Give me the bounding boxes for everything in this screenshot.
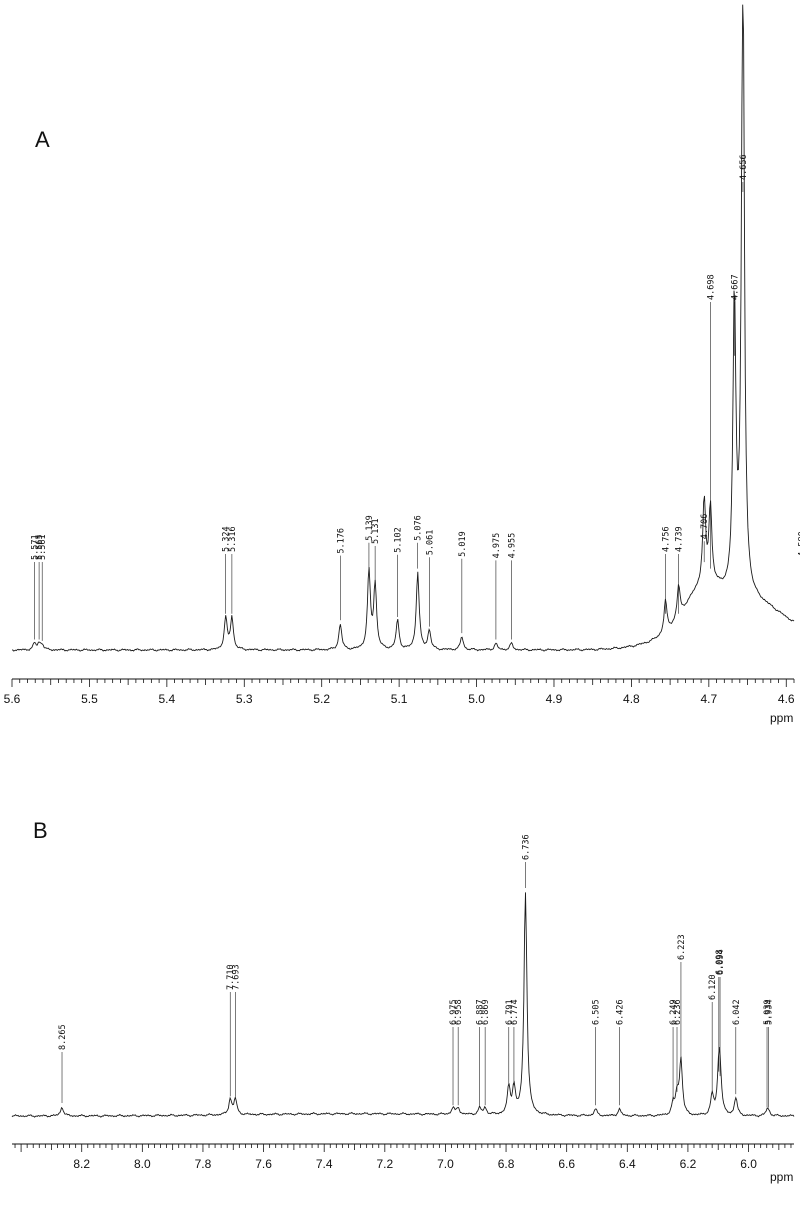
peak-label: 6.958 bbox=[454, 999, 464, 1025]
peak-label: 8.265 bbox=[58, 1024, 68, 1050]
peak-label: 6.098 bbox=[715, 949, 725, 975]
x-tick-label: 5.4 bbox=[159, 692, 176, 706]
peak-label: 4.955 bbox=[507, 533, 517, 559]
peak-label: 5.571 bbox=[30, 534, 40, 560]
peak-label: 5.076 bbox=[414, 515, 424, 541]
x-tick-label: 6.8 bbox=[498, 1157, 515, 1171]
peak-label: 5.139 bbox=[365, 515, 375, 541]
peak-label: 7.710 bbox=[226, 964, 236, 990]
x-ticks-a: 5.6 5.5 5.4 5.3 5.2 5.1 5.0 4.9 4.8 4.7 4.6 bbox=[4, 679, 795, 706]
panel-label-a: A bbox=[35, 127, 50, 152]
x-tick-label: 7.2 bbox=[376, 1157, 393, 1171]
peak-label: 4.756 bbox=[661, 526, 671, 552]
x-unit-label-a: ppm bbox=[770, 711, 793, 725]
peak-label: 6.426 bbox=[615, 999, 625, 1025]
x-tick-label: 7.6 bbox=[255, 1157, 272, 1171]
x-tick-label: 5.1 bbox=[391, 692, 408, 706]
peak-label: 4.698 bbox=[706, 274, 716, 300]
peak-label: 6.236 bbox=[673, 999, 683, 1025]
peak-label: 7.693 bbox=[231, 964, 241, 990]
peak-label: 6.120 bbox=[708, 974, 718, 1000]
peak-label: 6.774 bbox=[510, 999, 520, 1025]
x-tick-label: 7.8 bbox=[195, 1157, 212, 1171]
peak-label: 5.324 bbox=[222, 526, 232, 552]
x-tick-label: 6.2 bbox=[680, 1157, 697, 1171]
spectrum-trace-b bbox=[11, 892, 795, 1118]
peak-label: 5.176 bbox=[336, 528, 346, 554]
peak-label: 6.736 bbox=[521, 834, 531, 860]
x-tick-label: 6.0 bbox=[740, 1157, 757, 1171]
peak-label: 5.561 bbox=[38, 534, 48, 560]
x-tick-label: 5.3 bbox=[236, 692, 253, 706]
peak-label: 4.975 bbox=[492, 533, 502, 559]
peak-label: 6.505 bbox=[591, 999, 601, 1025]
peak-label: 6.094 bbox=[716, 949, 726, 975]
x-tick-label: 8.2 bbox=[73, 1157, 90, 1171]
peak-label: 5.131 bbox=[371, 518, 381, 544]
peak-label: 4.580 bbox=[798, 531, 800, 557]
x-unit-label-b: ppm bbox=[770, 1170, 793, 1184]
x-tick-label: 5.5 bbox=[81, 692, 98, 706]
x-tick-label: 5.0 bbox=[468, 692, 485, 706]
peak-label: 6.975 bbox=[449, 999, 459, 1025]
x-tick-label: 5.2 bbox=[313, 692, 330, 706]
peak-label: 6.887 bbox=[476, 999, 486, 1025]
peak-label: 5.316 bbox=[228, 526, 238, 552]
peak-label: 6.791 bbox=[505, 999, 515, 1025]
x-tick-label: 7.0 bbox=[437, 1157, 454, 1171]
peak-label: 4.706 bbox=[700, 514, 710, 540]
x-tick-label: 4.9 bbox=[546, 692, 563, 706]
peak-label: 4.739 bbox=[675, 526, 685, 552]
x-tick-label: 7.4 bbox=[316, 1157, 333, 1171]
x-tick-label: 5.6 bbox=[4, 692, 21, 706]
peak-label: 6.249 bbox=[669, 999, 679, 1025]
x-tick-label: 6.4 bbox=[619, 1157, 636, 1171]
peak-label: 5.061 bbox=[425, 530, 435, 556]
peak-label: 5.102 bbox=[394, 527, 404, 553]
peak-label: 6.869 bbox=[481, 999, 491, 1025]
x-tick-label: 8.0 bbox=[134, 1157, 151, 1171]
peak-label: 6.042 bbox=[732, 999, 742, 1025]
x-ticks-b: 8.2 8.0 7.8 7.6 7.4 7.2 7.0 6.8 6.6 6.4 6.2 6.0 bbox=[14, 1144, 792, 1171]
peak-label: 5.939 bbox=[763, 999, 773, 1025]
peak-label: 5.565 bbox=[35, 534, 45, 560]
peak-label: 5.019 bbox=[458, 531, 468, 557]
peak-label: 4.667 bbox=[730, 274, 740, 300]
x-tick-label: 4.8 bbox=[623, 692, 640, 706]
x-tick-label: 6.6 bbox=[558, 1157, 575, 1171]
x-tick-label: 4.7 bbox=[700, 692, 717, 706]
x-tick-label: 4.6 bbox=[778, 692, 795, 706]
peak-label: 4.656 bbox=[739, 154, 749, 180]
peak-label: 6.223 bbox=[677, 934, 687, 960]
peak-label: 5.934 bbox=[765, 999, 775, 1025]
spectrum-trace-a bbox=[11, 4, 795, 652]
panel-label-b: B bbox=[33, 818, 48, 843]
